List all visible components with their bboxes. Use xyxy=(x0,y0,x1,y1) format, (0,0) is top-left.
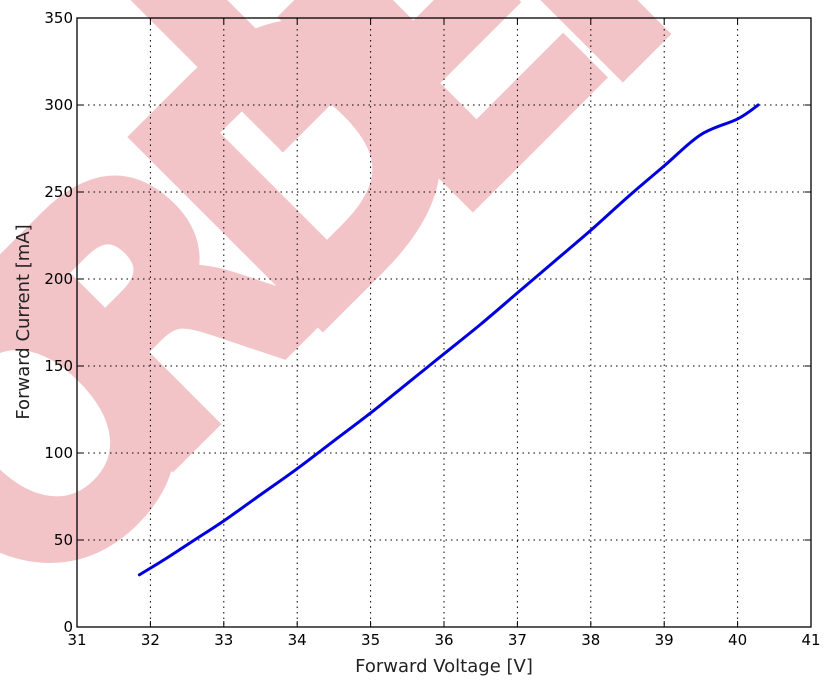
x-tick-label: 39 xyxy=(655,631,674,649)
y-tick-label: 200 xyxy=(44,270,73,288)
x-tick-label: 35 xyxy=(361,631,380,649)
series-layer xyxy=(137,103,760,577)
x-tick-label: 37 xyxy=(508,631,527,649)
grid xyxy=(77,18,811,627)
y-axis-title: Forward Current [mA] xyxy=(13,224,34,419)
y-tick-label: 50 xyxy=(54,531,73,549)
x-tick-label: 36 xyxy=(434,631,453,649)
y-tick-label: 0 xyxy=(63,618,73,636)
x-tick-label: 33 xyxy=(214,631,233,649)
x-axis: 31 32 33 34 35 36 37 38 39 40 41 xyxy=(67,18,821,649)
y-tick-label: 250 xyxy=(44,183,73,201)
y-tick-label: 350 xyxy=(44,9,73,27)
series-line xyxy=(137,103,760,577)
y-axis: 0 50 100 150 200 250 300 350 xyxy=(44,9,811,636)
x-tick-label: 38 xyxy=(581,631,600,649)
x-tick-label: 32 xyxy=(141,631,160,649)
y-tick-label: 300 xyxy=(44,96,73,114)
x-axis-title: Forward Voltage [V] xyxy=(355,656,533,677)
x-tick-label: 31 xyxy=(67,631,86,649)
y-tick-label: 100 xyxy=(44,444,73,462)
y-tick-label: 150 xyxy=(44,357,73,375)
x-tick-label: 40 xyxy=(728,631,747,649)
x-tick-label: 41 xyxy=(801,631,820,649)
x-tick-label: 34 xyxy=(288,631,307,649)
